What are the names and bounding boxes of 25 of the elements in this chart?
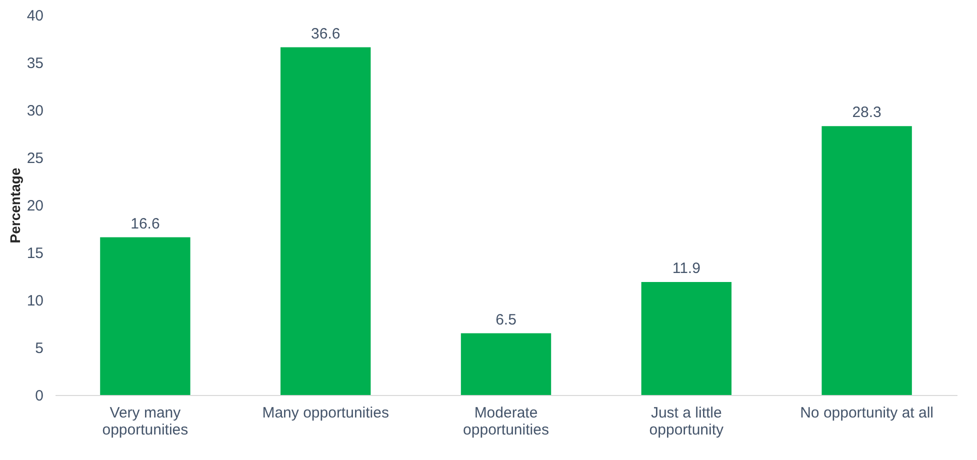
- data-label: 6.5: [496, 311, 516, 328]
- y-tick-label: 35: [26, 55, 44, 72]
- bar: [100, 237, 190, 395]
- y-tick-label: 15: [26, 245, 44, 262]
- data-label: 16.6: [130, 215, 160, 232]
- bar: [460, 333, 552, 395]
- data-label: 11.9: [672, 260, 700, 277]
- data-label: 36.6: [311, 25, 340, 42]
- bar: [280, 47, 371, 395]
- x-tick-label: No opportunity at all: [800, 404, 934, 422]
- bar: [641, 282, 732, 395]
- x-tick-label: Many opportunities: [262, 404, 389, 422]
- x-tick-label: Moderate opportunities: [463, 404, 549, 438]
- x-tick-label: Very many opportunities: [102, 404, 188, 438]
- data-label: 28.3: [852, 104, 882, 122]
- y-tick-label: 10: [26, 292, 44, 310]
- y-tick-label: 0: [35, 388, 44, 404]
- y-tick-label: 5: [35, 340, 44, 357]
- y-tick-label: 40: [26, 8, 44, 24]
- y-axis-title: Percentage: [6, 168, 23, 244]
- y-tick-label: 25: [26, 150, 44, 167]
- y-tick-label: 30: [26, 102, 44, 120]
- bar: [822, 126, 912, 395]
- x-tick-label: Just a little opportunity: [649, 404, 724, 438]
- y-tick-label: 20: [26, 198, 44, 214]
